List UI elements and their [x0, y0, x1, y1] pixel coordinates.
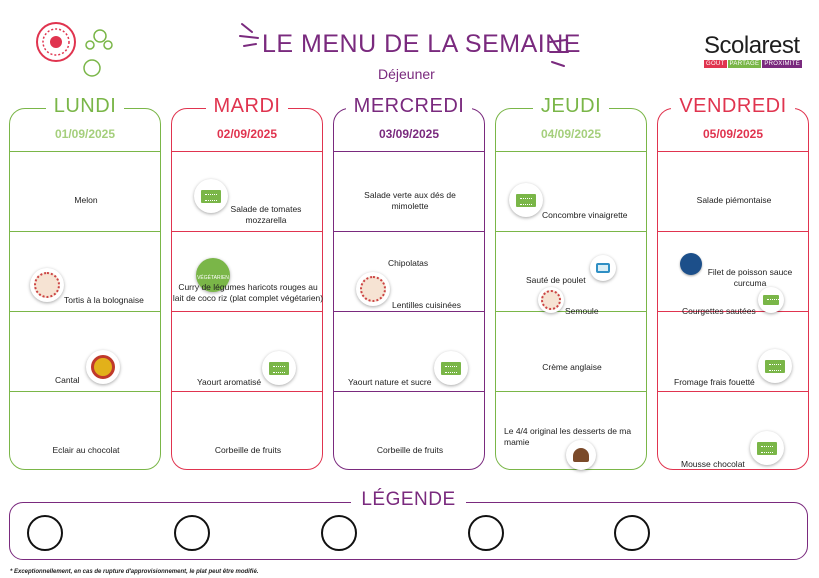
label-rouge-icon	[30, 268, 64, 302]
day-date: 01/09/2025	[54, 127, 116, 141]
dish-main: Curry de légumes haricots rouges au lait…	[172, 282, 324, 303]
dish-main: Filet de poisson sauce curcuma	[707, 267, 793, 288]
aop-icon	[86, 350, 120, 384]
footnote: * Exceptionnellement, en cas de rupture …	[10, 569, 259, 575]
day-name: VENDREDI	[671, 95, 795, 117]
dish-side: Courgettes sautées	[682, 306, 756, 316]
dish-entree: Salade piémontaise	[696, 195, 772, 205]
dish-side: Lentilles cuisinées	[392, 300, 461, 310]
day-date: 03/09/2025	[378, 127, 440, 141]
legend-circle	[614, 515, 650, 551]
dish-dairy: Yaourt nature et sucre	[348, 377, 432, 387]
dish-dessert: Corbeille de fruits	[376, 445, 444, 455]
cake-icon	[566, 440, 596, 470]
day-name: MERCREDI	[345, 95, 473, 117]
legend-circle	[27, 515, 63, 551]
legend-box: LÉGENDE	[9, 489, 808, 560]
msc-icon	[680, 253, 702, 275]
bleu-blanc-coeur-icon	[590, 255, 616, 281]
dish-entree: Salade verte aux dés de mimolette	[364, 190, 456, 211]
day-column-lundi: LUNDI 01/09/2025 Melon Tortis à la bolog…	[9, 95, 161, 470]
bio-icon	[194, 179, 228, 213]
decoration-left-icon	[239, 23, 259, 47]
legend-circle	[468, 515, 504, 551]
day-date: 04/09/2025	[540, 127, 602, 141]
dish-dairy: Fromage frais fouetté	[674, 377, 755, 387]
dish-dessert: Corbeille de fruits	[214, 445, 282, 455]
bio-icon	[758, 349, 792, 383]
day-date: 02/09/2025	[216, 127, 278, 141]
label-rouge-icon	[356, 272, 390, 306]
label-rouge-icon	[538, 287, 564, 313]
dish-dessert: Crème anglaise	[542, 362, 602, 372]
day-name: JEUDI	[532, 95, 610, 117]
brand-tag: PARTAGE	[727, 60, 762, 68]
brand-tag: GOÛT	[704, 60, 727, 68]
dish-main: Chipolatas	[388, 258, 429, 268]
legend-circle	[321, 515, 357, 551]
dish-entree: Concombre vinaigrette	[542, 210, 628, 220]
dish-entree: Salade de tomates mozzarella	[230, 204, 302, 225]
vegetarian-badge: VÉGÉTARIEN	[197, 275, 229, 281]
dish-dessert: Mousse chocolat	[681, 459, 745, 469]
page-title: LE MENU DE LA SEMAINE	[262, 30, 581, 58]
bio-icon	[750, 431, 784, 465]
dish-main: Tortis à la bolognaise	[64, 295, 144, 305]
day-column-jeudi: JEUDI 04/09/2025 Concombre vinaigrette S…	[495, 95, 647, 470]
dish-entree: Melon	[74, 195, 98, 205]
bio-icon	[758, 287, 784, 313]
label-logo	[30, 22, 120, 87]
legend-title: LÉGENDE	[351, 489, 466, 510]
dish-dairy: Yaourt aromatisé	[197, 377, 262, 387]
dish-main: Sauté de poulet	[526, 275, 586, 285]
day-name: LUNDI	[45, 95, 125, 117]
day-column-mardi: MARDI 02/09/2025 Salade de tomates mozza…	[171, 95, 324, 470]
bio-icon	[434, 351, 468, 385]
dish-side: Semoule	[565, 306, 599, 316]
brand-name: Scolarest	[704, 32, 800, 59]
dish-snack: Le 4/4 original les desserts de ma mamie	[504, 426, 632, 447]
day-column-mercredi: MERCREDI 03/09/2025 Salade verte aux dés…	[333, 95, 485, 470]
brand-tag: PROXIMITÉ	[762, 60, 803, 68]
day-column-vendredi: VENDREDI 05/09/2025 Salade piémontaise F…	[657, 95, 809, 470]
dish-cheese: Cantal	[55, 375, 80, 385]
decoration-right-icon	[549, 39, 569, 67]
page-subtitle: Déjeuner	[378, 66, 435, 82]
bio-icon	[509, 183, 543, 217]
vegetarian-icon: VÉGÉTARIEN	[196, 258, 230, 292]
day-date: 05/09/2025	[702, 127, 764, 141]
legend-circle	[174, 515, 210, 551]
brand-logo: Scolarest GOÛT PARTAGE PROXIMITÉ	[704, 32, 804, 68]
day-name: MARDI	[205, 95, 289, 117]
dish-dessert: Eclair au chocolat	[52, 445, 120, 455]
bio-icon	[262, 351, 296, 385]
